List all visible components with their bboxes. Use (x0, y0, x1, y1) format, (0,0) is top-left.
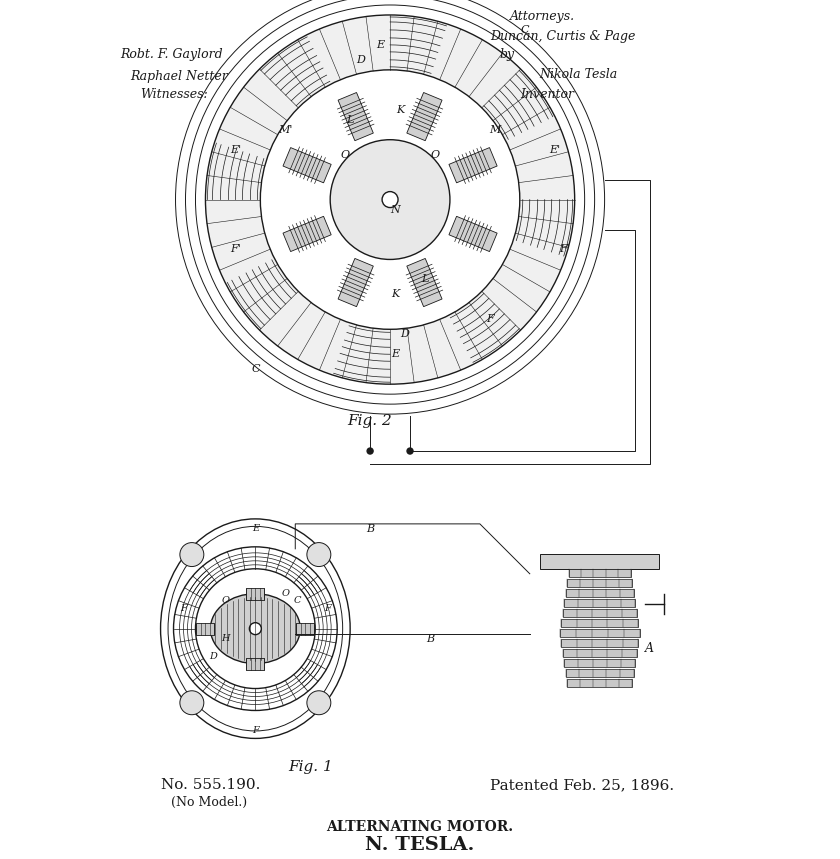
Text: Inventor: Inventor (520, 88, 574, 101)
Bar (407, 259, 442, 307)
Bar (338, 93, 373, 141)
Text: N. TESLA.: N. TESLA. (365, 836, 475, 854)
Circle shape (307, 691, 331, 715)
Text: F': F' (230, 245, 241, 254)
Bar (559, 629, 639, 637)
Bar (567, 579, 632, 587)
Text: Nikola Tesla: Nikola Tesla (540, 68, 618, 81)
Bar (297, 623, 314, 635)
Bar (563, 609, 637, 617)
Text: O: O (340, 149, 349, 160)
Bar (338, 259, 373, 307)
Text: ALTERNATING MOTOR.: ALTERNATING MOTOR. (327, 820, 513, 834)
Text: B: B (366, 524, 374, 534)
Bar (449, 148, 497, 183)
Text: E: E (391, 350, 399, 359)
Text: F: F (486, 314, 494, 325)
Bar (283, 216, 331, 252)
Text: D: D (401, 329, 409, 339)
Text: Raphael Netter: Raphael Netter (130, 70, 228, 82)
Bar (564, 599, 635, 606)
Text: F': F' (559, 245, 570, 254)
Text: Fig. 1: Fig. 1 (288, 760, 333, 774)
Text: C: C (251, 364, 260, 375)
Bar (197, 623, 214, 635)
Bar (565, 668, 633, 677)
Text: D: D (209, 652, 218, 661)
Bar (565, 588, 633, 597)
Bar (561, 638, 638, 647)
Text: Duncan, Curtis & Page: Duncan, Curtis & Page (490, 30, 635, 43)
Text: O: O (430, 149, 439, 160)
Circle shape (180, 691, 204, 715)
Text: C: C (521, 25, 529, 35)
Text: L: L (422, 274, 428, 284)
Text: H: H (221, 634, 229, 643)
Text: Robt. F. Gaylord: Robt. F. Gaylord (121, 48, 223, 61)
Text: by: by (500, 48, 515, 61)
Text: L: L (346, 115, 354, 125)
Text: D: D (355, 55, 365, 65)
Bar (563, 649, 637, 656)
Text: (No Model.): (No Model.) (171, 796, 247, 809)
Text: E': E' (230, 144, 241, 155)
Text: O: O (281, 589, 289, 598)
Text: K: K (391, 289, 399, 300)
Text: No. 555.190.: No. 555.190. (160, 778, 260, 792)
Text: N: N (390, 204, 400, 215)
Bar (567, 679, 632, 686)
Circle shape (180, 543, 204, 567)
Text: B: B (426, 634, 434, 643)
Bar (561, 618, 638, 627)
Circle shape (249, 623, 261, 635)
Text: Patented Feb. 25, 1896.: Patented Feb. 25, 1896. (490, 778, 674, 792)
Text: M: M (489, 125, 501, 135)
Circle shape (382, 192, 398, 208)
Circle shape (330, 140, 450, 259)
Circle shape (407, 448, 413, 454)
Text: K: K (396, 105, 404, 115)
Bar (540, 554, 659, 569)
Bar (449, 216, 497, 252)
Circle shape (307, 543, 331, 567)
Bar (564, 659, 635, 667)
Text: F: F (252, 726, 259, 735)
Text: F: F (180, 604, 186, 613)
Text: O: O (222, 596, 229, 606)
Text: E: E (252, 524, 259, 533)
Circle shape (367, 448, 373, 454)
Text: Witnesses:: Witnesses: (140, 88, 208, 101)
Text: A: A (645, 643, 654, 655)
Text: M': M' (278, 125, 292, 135)
Text: F: F (324, 604, 331, 613)
Bar (246, 588, 265, 600)
Bar (407, 93, 442, 141)
Bar (246, 658, 265, 669)
Text: E: E (376, 40, 384, 50)
Text: C: C (293, 596, 301, 606)
Circle shape (260, 70, 520, 329)
Text: E': E' (549, 144, 560, 155)
Ellipse shape (211, 594, 300, 664)
Circle shape (206, 15, 575, 384)
Bar (283, 148, 331, 183)
Bar (569, 569, 631, 576)
Text: Fig. 2: Fig. 2 (348, 414, 392, 428)
Text: Attorneys.: Attorneys. (510, 10, 575, 23)
